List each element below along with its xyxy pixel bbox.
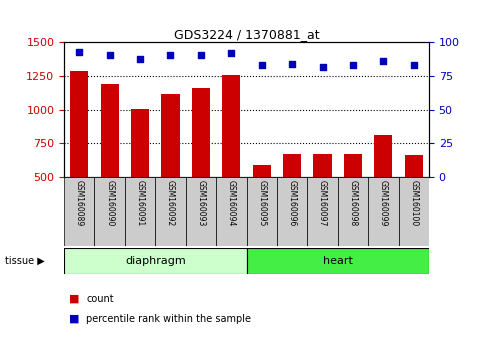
Text: GSM160093: GSM160093 [196, 181, 206, 227]
Bar [368, 177, 398, 246]
Bar [252, 165, 271, 177]
Bar [161, 93, 179, 177]
Bar [222, 75, 241, 177]
Text: GSM160094: GSM160094 [227, 181, 236, 227]
Bar [95, 177, 125, 246]
Point [318, 64, 326, 69]
Point [167, 52, 175, 57]
Text: heart: heart [323, 256, 352, 266]
Bar [70, 72, 88, 177]
Bar [186, 177, 216, 246]
Bar [64, 248, 246, 274]
Bar [405, 155, 423, 177]
Point [75, 49, 83, 55]
Text: GSM160091: GSM160091 [136, 181, 144, 227]
Bar [246, 248, 429, 274]
Point [380, 58, 387, 64]
Bar [131, 109, 149, 177]
Point [349, 63, 357, 68]
Bar [398, 177, 429, 246]
Point [410, 63, 418, 68]
Text: GSM160099: GSM160099 [379, 181, 388, 227]
Bar [101, 84, 119, 177]
Point [258, 63, 266, 68]
Bar [344, 154, 362, 177]
Bar [283, 154, 301, 177]
Text: GSM160092: GSM160092 [166, 181, 175, 227]
Bar [155, 177, 186, 246]
Bar [314, 154, 332, 177]
Bar [338, 177, 368, 246]
Text: GSM160100: GSM160100 [409, 181, 418, 227]
Point [288, 61, 296, 67]
Text: GSM160089: GSM160089 [75, 181, 84, 227]
Point [136, 56, 144, 62]
Bar [246, 177, 277, 246]
Bar [125, 177, 155, 246]
Bar [277, 177, 307, 246]
Bar [64, 177, 95, 246]
Title: GDS3224 / 1370881_at: GDS3224 / 1370881_at [174, 28, 319, 41]
Text: count: count [86, 294, 114, 304]
Bar [374, 135, 392, 177]
Bar [307, 177, 338, 246]
Text: ■: ■ [69, 314, 79, 324]
Point [197, 52, 205, 57]
Point [106, 52, 113, 57]
Text: GSM160095: GSM160095 [257, 181, 266, 227]
Text: GSM160097: GSM160097 [318, 181, 327, 227]
Bar [192, 88, 210, 177]
Text: GSM160090: GSM160090 [105, 181, 114, 227]
Text: ■: ■ [69, 294, 79, 304]
Text: tissue ▶: tissue ▶ [5, 256, 45, 266]
Text: diaphragm: diaphragm [125, 256, 186, 266]
Text: GSM160098: GSM160098 [349, 181, 357, 227]
Point [227, 50, 235, 56]
Text: GSM160096: GSM160096 [287, 181, 297, 227]
Bar [216, 177, 246, 246]
Text: percentile rank within the sample: percentile rank within the sample [86, 314, 251, 324]
